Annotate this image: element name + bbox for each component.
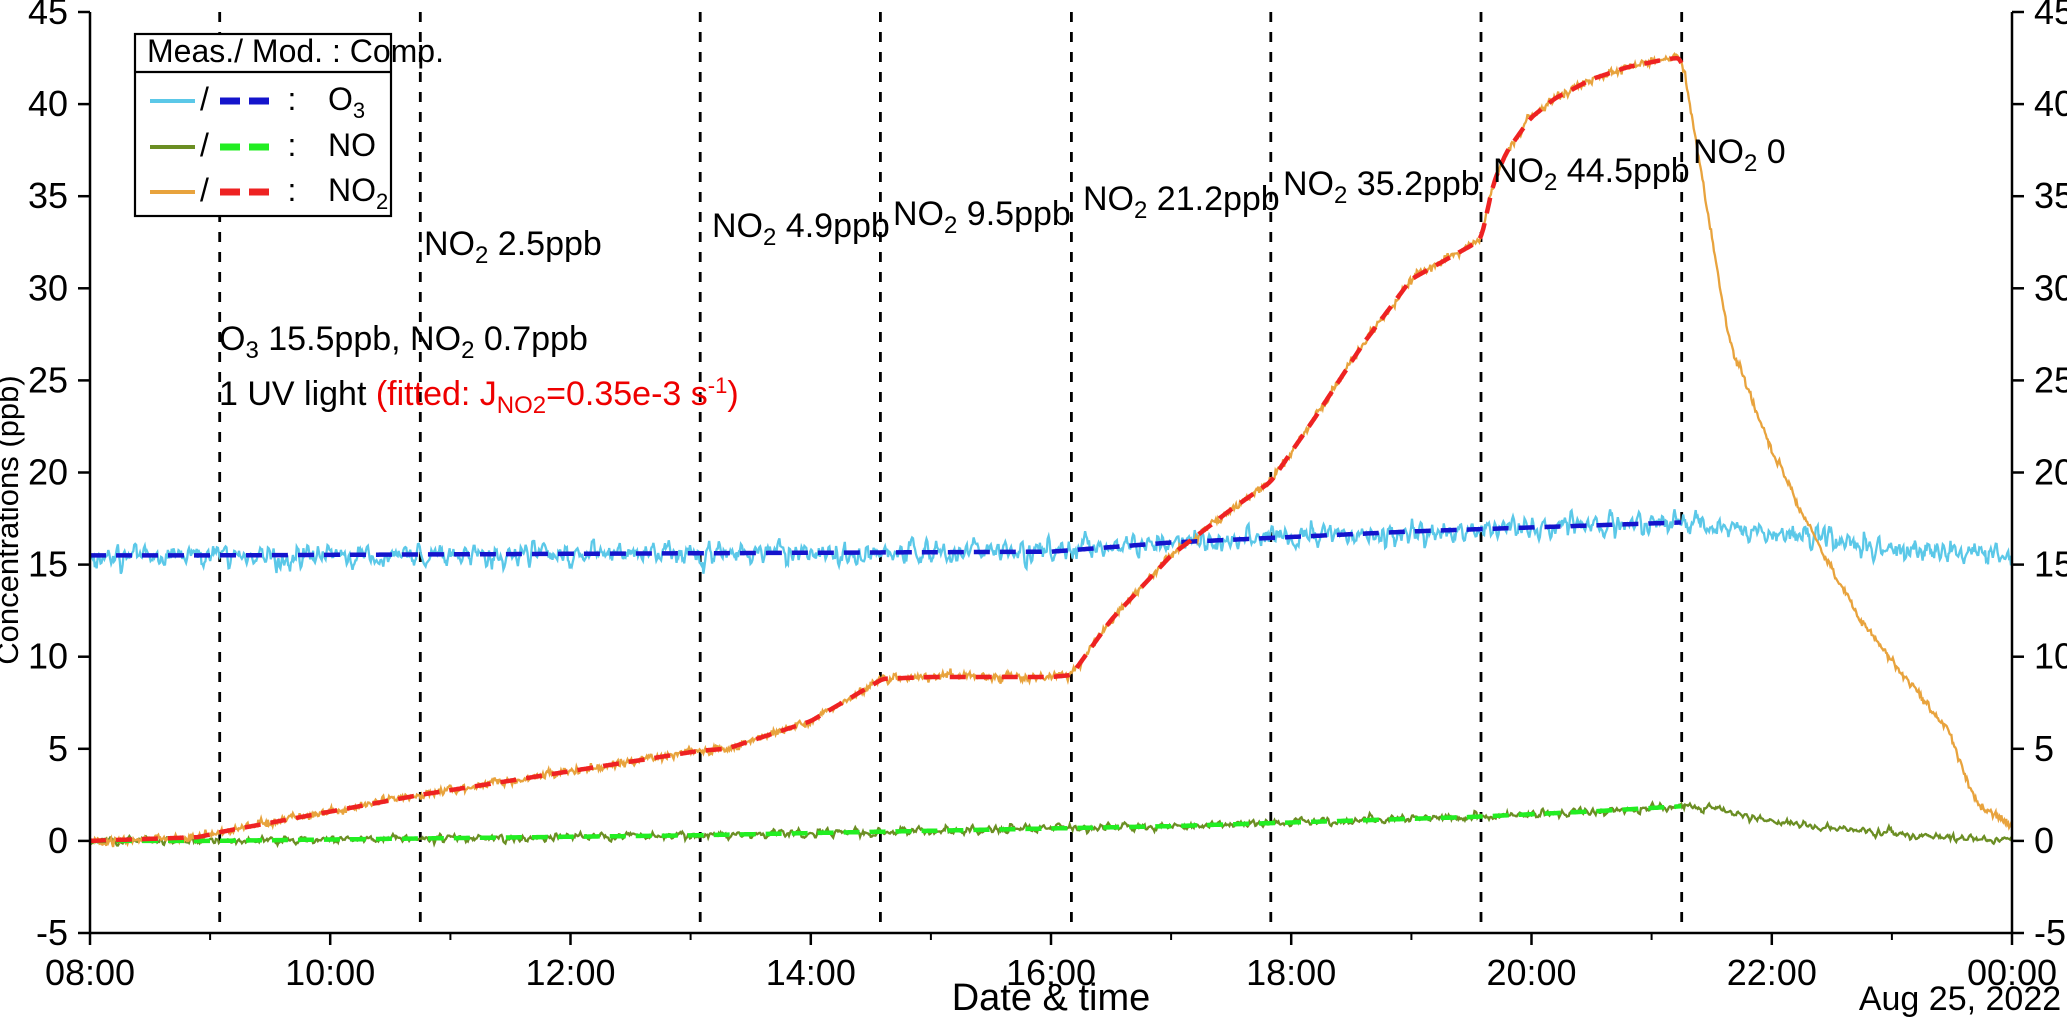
svg-text:NO2 0: NO2 0 — [1693, 133, 1786, 177]
svg-text:35: 35 — [2034, 175, 2067, 216]
svg-text:45: 45 — [2034, 0, 2067, 32]
svg-text:NO2 2.5ppb: NO2 2.5ppb — [424, 225, 602, 269]
svg-text:1 UV light (fitted: JNO2=0.35e: 1 UV light (fitted: JNO2=0.35e-3 s-1) — [219, 373, 739, 419]
svg-text:5: 5 — [2034, 728, 2054, 769]
svg-text:22:00: 22:00 — [1727, 952, 1817, 993]
svg-text:30: 30 — [2034, 267, 2067, 308]
svg-text:20: 20 — [2034, 452, 2067, 493]
svg-text:40: 40 — [28, 83, 68, 124]
svg-text:Date & time: Date & time — [952, 977, 1151, 1019]
svg-text:0: 0 — [48, 820, 68, 861]
svg-text:18:00: 18:00 — [1246, 952, 1336, 993]
svg-text:/: / — [200, 81, 209, 117]
svg-text:20:00: 20:00 — [1486, 952, 1576, 993]
svg-text:40: 40 — [2034, 83, 2067, 124]
svg-text:NO2 44.5ppb: NO2 44.5ppb — [1493, 152, 1690, 196]
svg-text::: : — [288, 127, 297, 163]
svg-text:NO2 35.2ppb: NO2 35.2ppb — [1283, 165, 1480, 209]
svg-text:14:00: 14:00 — [766, 952, 856, 993]
svg-text:NO2 9.5ppb: NO2 9.5ppb — [893, 195, 1071, 239]
svg-text:NO2 21.2ppb: NO2 21.2ppb — [1083, 180, 1280, 224]
svg-text:0: 0 — [2034, 820, 2054, 861]
svg-text:15: 15 — [28, 544, 68, 585]
svg-text:O3 15.5ppb, NO2 0.7ppb: O3 15.5ppb, NO2 0.7ppb — [219, 320, 588, 364]
svg-text:15: 15 — [2034, 544, 2067, 585]
svg-text::: : — [288, 81, 297, 117]
svg-text:Meas./ Mod. : Comp.: Meas./ Mod. : Comp. — [147, 33, 444, 69]
svg-text:/: / — [200, 172, 209, 208]
svg-text:-5: -5 — [2034, 912, 2066, 953]
svg-text:-5: -5 — [36, 912, 68, 953]
svg-text:45: 45 — [28, 0, 68, 32]
svg-text:Aug 25, 2022: Aug 25, 2022 — [1859, 980, 2061, 1018]
svg-text:20: 20 — [28, 452, 68, 493]
svg-text:10: 10 — [28, 636, 68, 677]
svg-text:12:00: 12:00 — [525, 952, 615, 993]
svg-text:/: / — [200, 127, 209, 163]
svg-text:10: 10 — [2034, 636, 2067, 677]
svg-text:08:00: 08:00 — [45, 952, 135, 993]
svg-text:5: 5 — [48, 728, 68, 769]
svg-text:25: 25 — [28, 359, 68, 400]
svg-text:25: 25 — [2034, 359, 2067, 400]
svg-text:NO: NO — [328, 127, 376, 163]
svg-text:35: 35 — [28, 175, 68, 216]
svg-text:10:00: 10:00 — [285, 952, 375, 993]
svg-text::: : — [288, 172, 297, 208]
svg-text:NO2 4.9ppb: NO2 4.9ppb — [712, 207, 890, 251]
svg-text:Concentrations (ppb): Concentrations (ppb) — [0, 375, 25, 665]
svg-text:30: 30 — [28, 267, 68, 308]
